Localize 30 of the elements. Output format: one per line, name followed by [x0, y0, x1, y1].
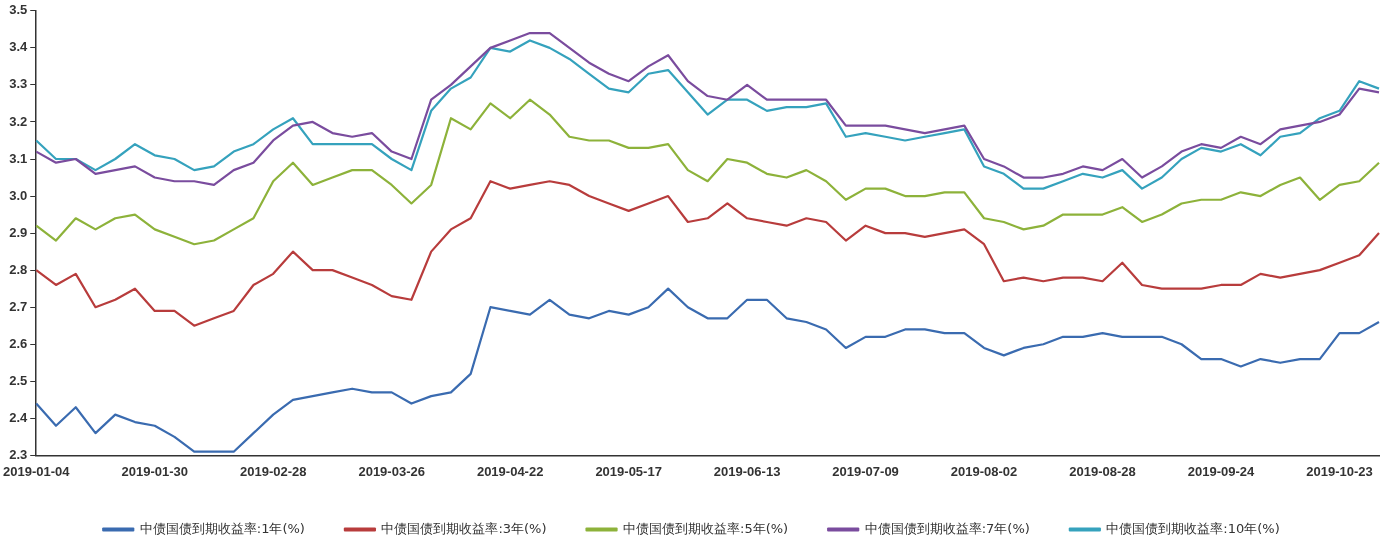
- y-tick-label: 2.6: [9, 335, 28, 351]
- x-tick-label: 2019-10-23: [1306, 463, 1373, 479]
- x-tick-label: 2019-02-28: [239, 463, 307, 479]
- legend-label: 中债国债到期收益率:3年(%): [381, 520, 547, 536]
- y-tick-label: 3.2: [9, 113, 28, 129]
- x-tick-label: 2019-01-04: [3, 463, 71, 479]
- y-tick-label: 3.5: [9, 2, 28, 18]
- legend-label: 中债国债到期收益率:10年(%): [1106, 520, 1280, 536]
- x-tick-label: 2019-08-28: [1069, 463, 1136, 479]
- legend-label: 中债国债到期收益率:5年(%): [623, 520, 789, 536]
- y-tick-label: 2.3: [9, 446, 28, 462]
- y-tick-label: 2.9: [9, 224, 28, 240]
- y-tick-label: 3.0: [9, 187, 28, 203]
- y-tick-label: 2.8: [9, 261, 28, 277]
- y-tick-label: 2.7: [9, 298, 28, 314]
- x-tick-label: 2019-09-24: [1187, 463, 1256, 479]
- x-tick-label: 2019-06-13: [713, 463, 781, 479]
- x-tick-label: 2019-08-02: [950, 463, 1018, 479]
- x-tick-label: 2019-05-17: [595, 463, 662, 479]
- legend-label: 中债国债到期收益率:1年(%): [139, 520, 305, 536]
- x-tick-label: 2019-04-22: [476, 463, 544, 479]
- legend-label: 中债国债到期收益率:7年(%): [864, 520, 1030, 536]
- y-tick-label: 3.1: [9, 150, 28, 166]
- x-tick-label: 2019-07-09: [832, 463, 899, 479]
- y-tick-label: 2.4: [9, 409, 29, 425]
- y-tick-label: 3.4: [9, 39, 29, 55]
- x-tick-label: 2019-01-30: [121, 463, 188, 479]
- y-tick-label: 2.5: [9, 372, 28, 388]
- y-tick-label: 3.3: [9, 76, 28, 92]
- x-tick-label: 2019-03-26: [358, 463, 425, 479]
